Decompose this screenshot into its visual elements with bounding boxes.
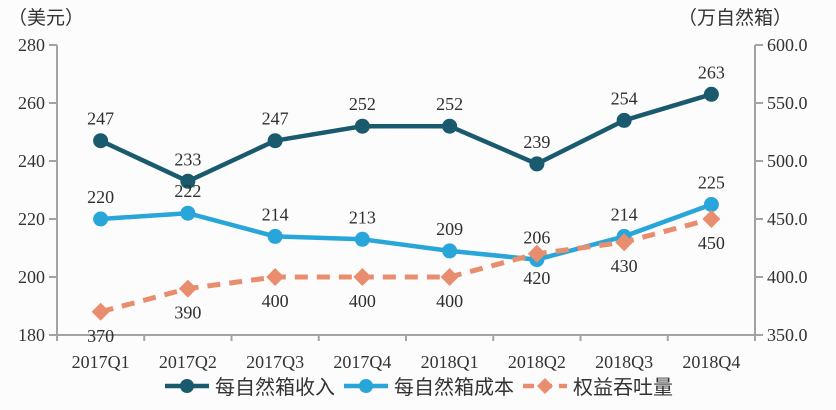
y-axis-right-tick-label: 400.0 [767,267,808,287]
data-label: 209 [436,219,463,239]
data-label: 233 [174,149,201,169]
data-point-circle [442,118,458,134]
legend-label: 权益吞吐量 [573,377,673,399]
x-axis-tick-label: 2017Q1 [72,352,130,372]
data-point-circle [529,156,545,172]
data-label: 214 [262,204,289,224]
data-label: 400 [436,291,463,311]
data-label: 263 [698,62,725,82]
data-label: 247 [262,109,289,129]
data-point-diamond [178,279,197,298]
data-label: 252 [436,94,463,114]
x-axis-tick-label: 2018Q1 [421,352,479,372]
data-label: 450 [698,233,725,253]
x-axis-tick-label: 2018Q3 [595,352,653,372]
data-point-circle [180,205,196,221]
legend: 每自然箱收入 每自然箱成本 权益吞吐量 [0,371,836,400]
data-point-circle [442,243,458,259]
data-label: 213 [349,207,376,227]
legend-label: 每自然箱成本 [394,377,514,399]
legend-item-2: 权益吞吐量 [521,371,673,400]
data-point-diamond [440,268,459,286]
data-label: 430 [611,256,638,276]
data-point-diamond [702,210,721,228]
data-label: 370 [87,326,114,346]
data-label: 225 [698,173,725,193]
data-point-diamond [353,268,372,286]
legend-circle-marker-icon [344,378,388,393]
data-point-circle [93,133,109,149]
series-line-0 [99,92,713,184]
data-label: 400 [349,291,376,311]
axis-title-right: （万自然箱） [678,7,792,29]
data-label: 239 [523,132,550,152]
x-axis-tick-label: 2017Q3 [246,352,304,372]
x-axis-tick-label: 2018Q4 [682,352,740,372]
y-axis-left-tick-label: 260 [18,93,45,113]
data-point-diamond [266,268,285,286]
data-label: 400 [262,291,289,311]
data-point-circle [267,228,283,244]
y-axis-left-tick-label: 200 [18,267,45,287]
axis-title-left: （美元） [8,7,84,29]
data-point-circle [354,231,370,247]
data-point-circle [180,173,196,189]
data-label: 390 [174,303,201,323]
data-label: 247 [87,109,114,129]
data-label: 254 [611,88,638,108]
legend-label: 每自然箱收入 [215,377,335,399]
x-axis-tick-label: 2017Q4 [333,352,391,372]
y-axis-right-tick-label: 350.0 [767,325,808,345]
data-label: 420 [523,268,550,288]
y-axis-right-tick-label: 500.0 [767,151,808,171]
data-point-circle [703,86,719,102]
series-line-1 [100,202,713,262]
data-point-circle [616,112,632,128]
legend-circle-marker-icon [165,378,209,393]
data-point-diamond [527,244,546,263]
series-line-2 [99,216,713,315]
legend-item-0: 每自然箱收入 [163,371,335,400]
y-axis-right-tick-label: 550.0 [767,93,808,113]
y-axis-left-tick-label: 280 [18,35,45,55]
data-point-circle [703,197,719,212]
x-axis-tick-label: 2017Q2 [159,352,217,372]
data-label: 222 [174,181,201,201]
x-axis-tick-label: 2018Q2 [508,352,566,372]
y-axis-right-tick-label: 450.0 [767,209,808,229]
legend-item-1: 每自然箱成本 [342,371,514,400]
legend-diamond-marker-icon [523,377,567,394]
data-label: 206 [523,228,550,248]
y-axis-left-tick-label: 180 [18,325,45,345]
data-point-diamond [615,233,634,252]
y-axis-right-tick-label: 600.0 [767,35,808,55]
data-point-circle [267,133,283,149]
y-axis-left-tick-label: 240 [18,151,45,171]
data-label: 214 [611,204,638,224]
y-axis-left-tick-label: 220 [18,209,45,229]
data-point-diamond [91,302,110,321]
data-label: 220 [87,187,114,207]
data-point-circle [93,211,109,227]
data-label: 252 [349,94,376,114]
data-point-circle [354,118,370,134]
